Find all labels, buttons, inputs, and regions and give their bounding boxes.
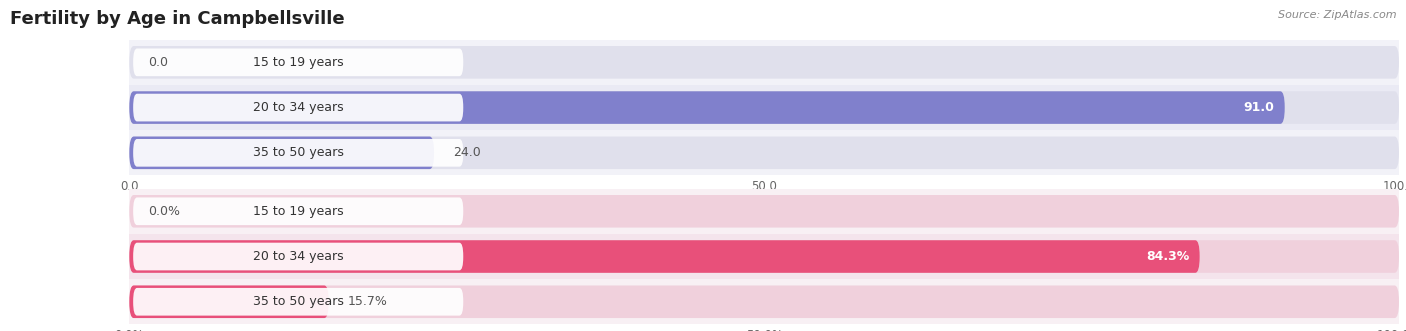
Text: Source: ZipAtlas.com: Source: ZipAtlas.com	[1278, 10, 1396, 20]
FancyBboxPatch shape	[129, 234, 1399, 279]
FancyBboxPatch shape	[129, 285, 1399, 318]
Text: 20 to 34 years: 20 to 34 years	[253, 101, 343, 114]
FancyBboxPatch shape	[129, 195, 1399, 228]
FancyBboxPatch shape	[129, 240, 1199, 273]
FancyBboxPatch shape	[129, 136, 1399, 169]
FancyBboxPatch shape	[134, 49, 463, 76]
FancyBboxPatch shape	[129, 91, 1399, 124]
FancyBboxPatch shape	[129, 279, 1399, 324]
FancyBboxPatch shape	[134, 243, 463, 270]
FancyBboxPatch shape	[129, 91, 1285, 124]
Text: 20 to 34 years: 20 to 34 years	[253, 250, 343, 263]
FancyBboxPatch shape	[129, 130, 1399, 175]
FancyBboxPatch shape	[134, 94, 463, 121]
Text: 35 to 50 years: 35 to 50 years	[253, 295, 343, 308]
FancyBboxPatch shape	[134, 198, 463, 225]
Text: 35 to 50 years: 35 to 50 years	[253, 146, 343, 159]
FancyBboxPatch shape	[129, 46, 1399, 79]
FancyBboxPatch shape	[129, 189, 1399, 234]
FancyBboxPatch shape	[129, 40, 1399, 85]
Text: 0.0%: 0.0%	[149, 205, 180, 218]
FancyBboxPatch shape	[129, 136, 434, 169]
Text: 15 to 19 years: 15 to 19 years	[253, 205, 343, 218]
Text: 15.7%: 15.7%	[347, 295, 388, 308]
FancyBboxPatch shape	[129, 85, 1399, 130]
Text: 15 to 19 years: 15 to 19 years	[253, 56, 343, 69]
Text: 24.0: 24.0	[453, 146, 481, 159]
Text: 91.0: 91.0	[1244, 101, 1275, 114]
FancyBboxPatch shape	[134, 288, 463, 315]
Text: 0.0: 0.0	[149, 56, 169, 69]
FancyBboxPatch shape	[134, 139, 463, 166]
FancyBboxPatch shape	[129, 285, 329, 318]
Text: Fertility by Age in Campbellsville: Fertility by Age in Campbellsville	[10, 10, 344, 28]
Text: 84.3%: 84.3%	[1146, 250, 1189, 263]
FancyBboxPatch shape	[129, 240, 1399, 273]
